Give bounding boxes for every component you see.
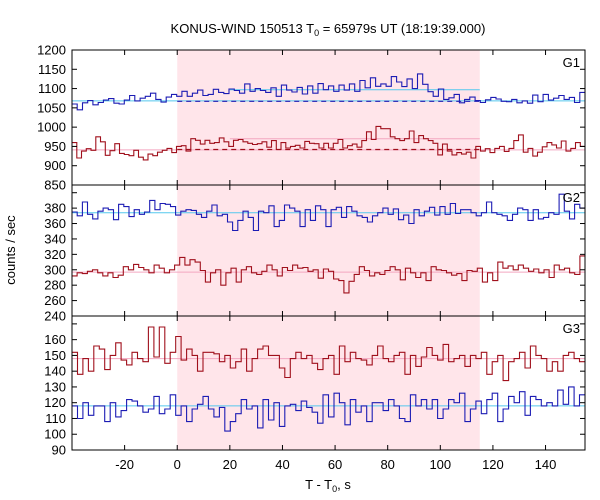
y-tick-label: 280 xyxy=(44,278,66,293)
x-tick-label: 0 xyxy=(174,457,181,472)
shaded-interval-layer xyxy=(177,50,480,450)
y-tick-label: 300 xyxy=(44,262,66,277)
y-tick-label: 140 xyxy=(44,364,66,379)
y-tick-label: 320 xyxy=(44,247,66,262)
histogram-g1-series-a xyxy=(72,73,585,111)
histogram-g3-series-a xyxy=(72,386,585,432)
y-tick-label: 900 xyxy=(44,158,66,173)
y-tick-label: 340 xyxy=(44,231,66,246)
y-tick-label: 240 xyxy=(44,309,66,324)
shaded-interval xyxy=(177,50,480,450)
y-tick-label: 90 xyxy=(52,443,66,458)
y-tick-label: 950 xyxy=(44,139,66,154)
y-tick-label: 110 xyxy=(45,411,66,426)
panel-label-g3: G3 xyxy=(563,321,580,336)
panel-label-g2: G2 xyxy=(563,190,580,205)
y-tick-label: 130 xyxy=(44,379,66,394)
x-tick-label: 80 xyxy=(380,457,394,472)
y-tick-label: 850 xyxy=(44,178,66,193)
histogram-g1-series-b xyxy=(72,125,585,161)
y-tick-label: 1200 xyxy=(37,43,66,58)
y-tick-label: 260 xyxy=(44,293,66,308)
x-axis-label: T - T0, s xyxy=(305,477,351,494)
y-tick-label: 160 xyxy=(44,332,66,347)
series-layer xyxy=(72,73,585,432)
y-tick-label: 380 xyxy=(44,201,66,216)
y-axis-label: counts / sec xyxy=(3,215,18,285)
y-tick-label: 100 xyxy=(44,427,66,442)
histogram-g2-series-a xyxy=(72,193,585,232)
y-tick-label: 1100 xyxy=(38,81,66,96)
x-tick-label: 100 xyxy=(429,457,451,472)
y-tick-label: 1050 xyxy=(37,100,66,115)
x-tick-label: 140 xyxy=(535,457,557,472)
y-tick-label: 1000 xyxy=(37,120,66,135)
panel-frame-g3 xyxy=(71,315,586,451)
x-tick-label: 60 xyxy=(328,457,342,472)
y-tick-label: 120 xyxy=(44,395,66,410)
y-tick-label: 1150 xyxy=(38,62,66,77)
y-tick-label: 360 xyxy=(44,216,66,231)
chart-title: KONUS-WIND 150513 T0 = 65979s UT (18:19:… xyxy=(171,21,486,38)
x-tick-label: -20 xyxy=(115,457,134,472)
axes-layer: 85090095010001050110011501200G1240260280… xyxy=(37,43,586,472)
x-tick-label: 20 xyxy=(223,457,237,472)
x-tick-label: 120 xyxy=(482,457,504,472)
histogram-g2-series-b xyxy=(72,255,585,294)
x-tick-label: 40 xyxy=(275,457,289,472)
histogram-g3-series-b xyxy=(72,326,585,382)
y-tick-label: 150 xyxy=(44,348,66,363)
panel-label-g1: G1 xyxy=(563,55,580,70)
